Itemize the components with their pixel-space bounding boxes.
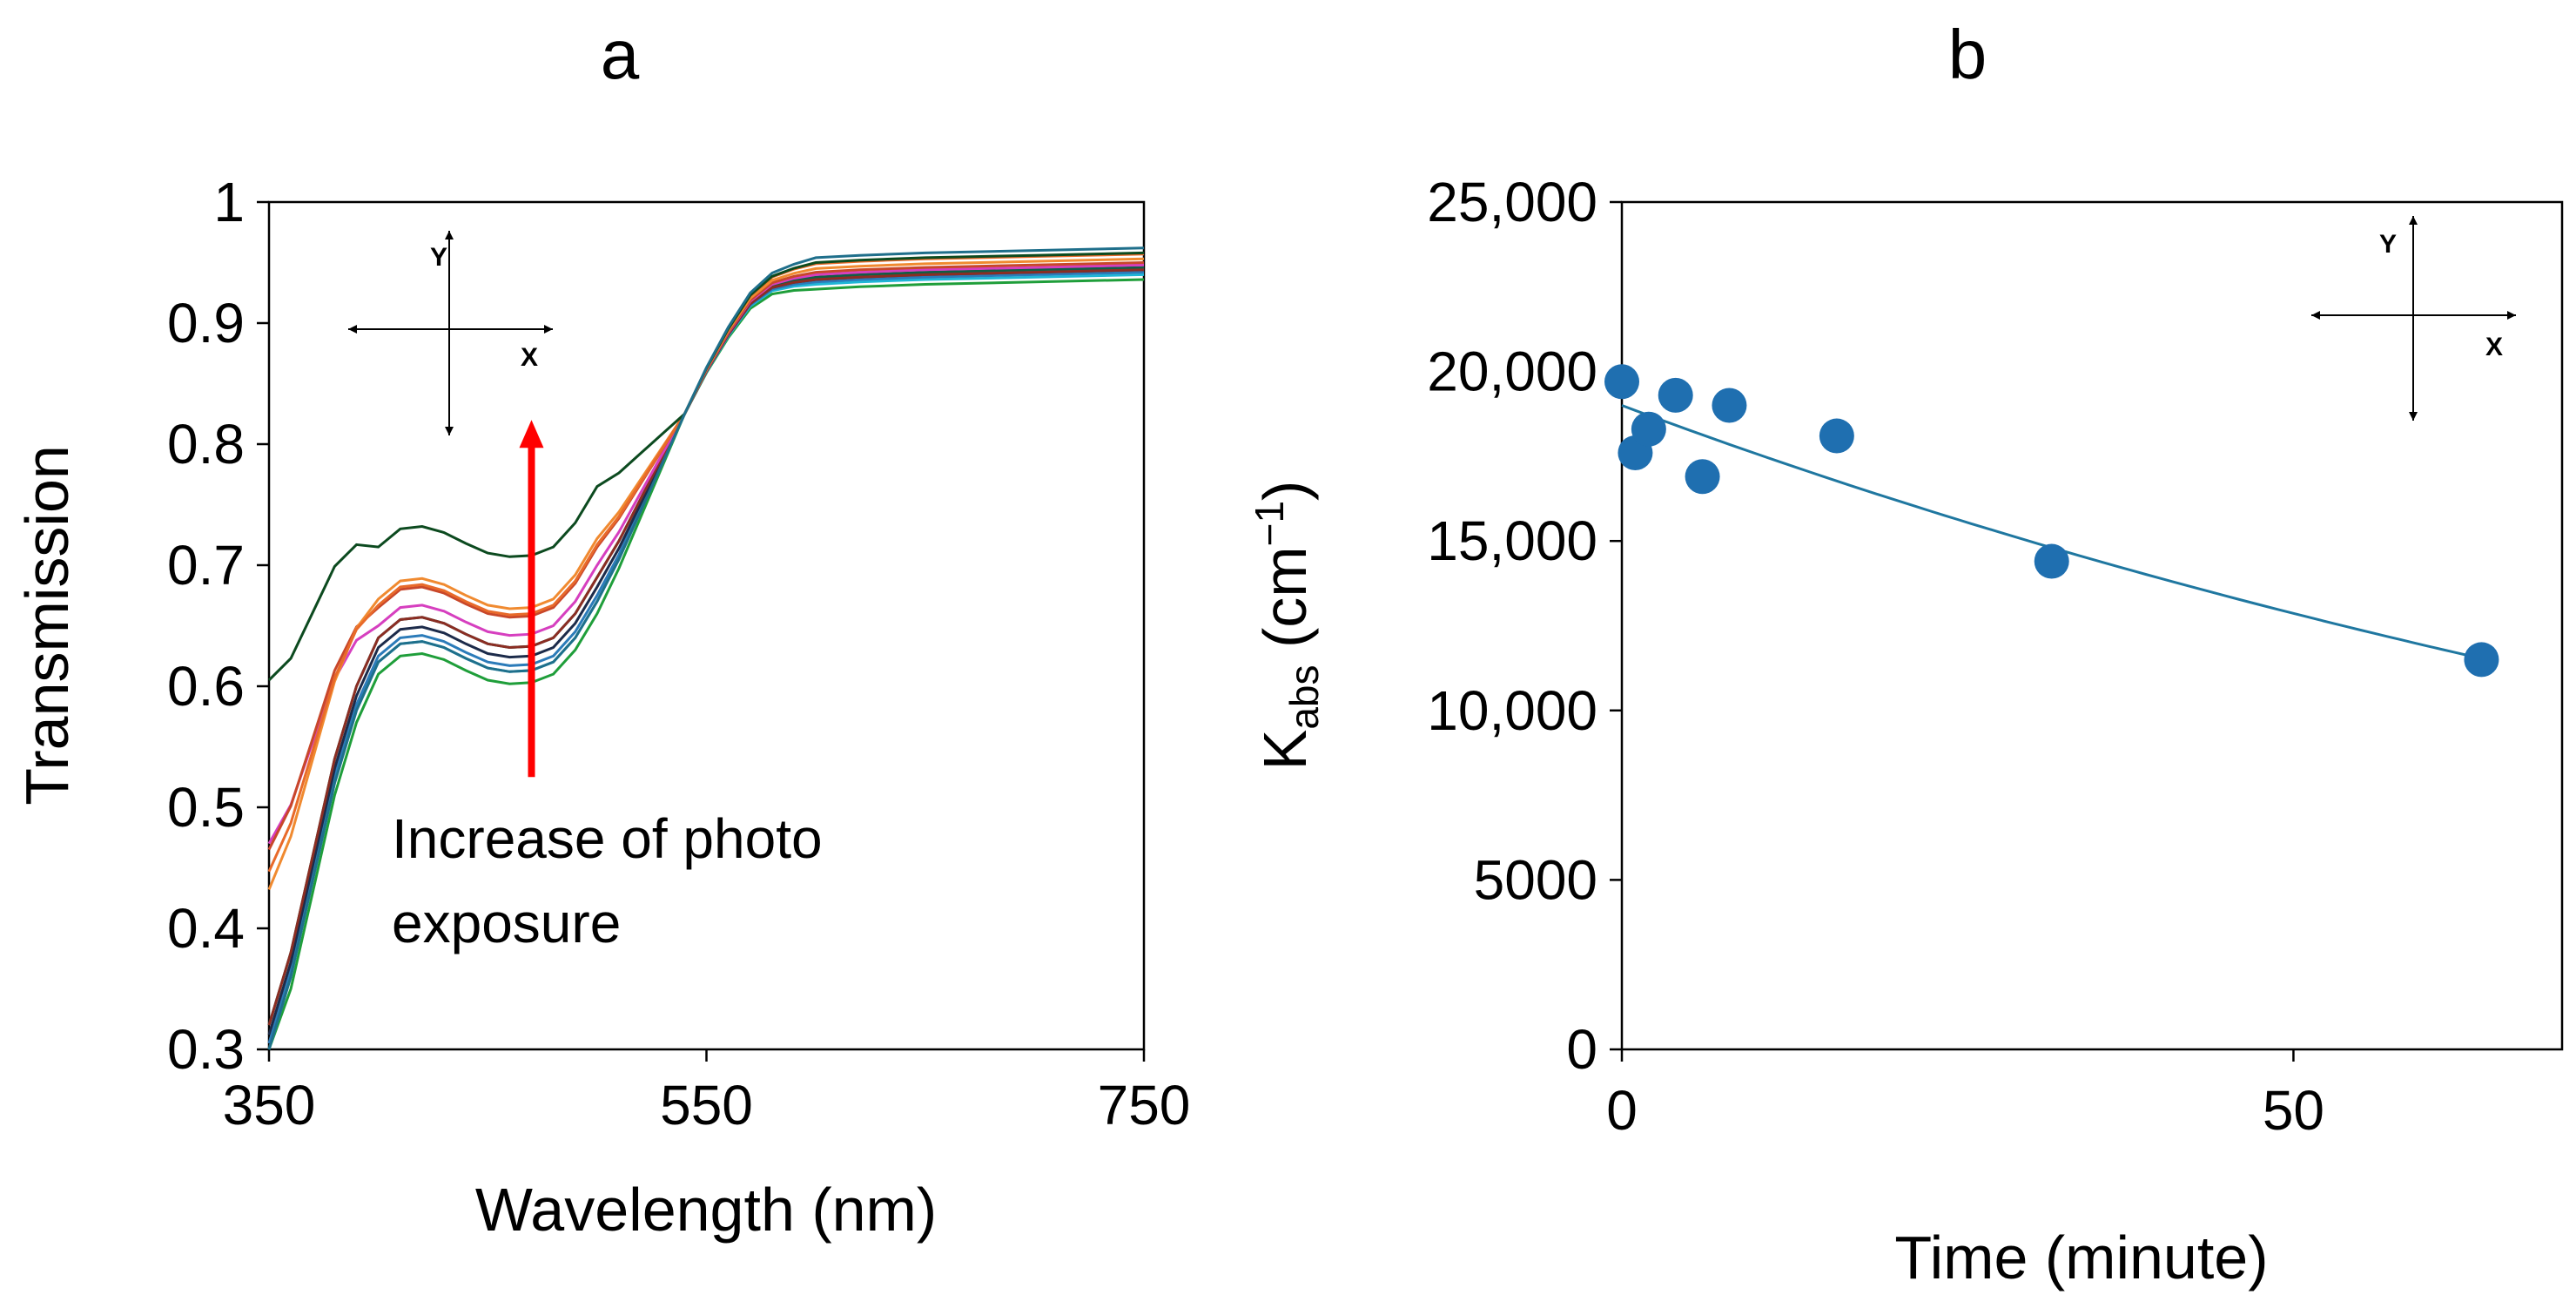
- spectrum-line: [267, 261, 1145, 851]
- photo-exposure-annotation: Increase of photo exposure: [392, 420, 823, 954]
- y-tick-label-b: 25,000: [1427, 171, 1597, 233]
- scatter-points: [1604, 364, 2499, 678]
- x-tick-label-b: 0: [1606, 1079, 1638, 1142]
- y-tick-label-b: 5000: [1474, 848, 1597, 911]
- inset-x-label-b: X: [2485, 333, 2503, 361]
- x-tick-label-b: 50: [2263, 1079, 2324, 1142]
- y-title-close: ): [1251, 481, 1319, 501]
- axis-orientation-inset-a: Y X: [348, 231, 553, 435]
- data-point: [2464, 642, 2499, 678]
- data-point: [1712, 388, 1747, 423]
- y-tick-label-b: 15,000: [1427, 509, 1597, 572]
- inset-x-label-a: X: [521, 343, 538, 372]
- x-tick-label-a: 350: [223, 1074, 316, 1136]
- y-tick-label-a: 1: [213, 171, 245, 233]
- y-tick-label-a: 0.6: [167, 655, 245, 718]
- inset-y-label-a: Y: [430, 243, 447, 272]
- inset-y-label-b: Y: [2379, 230, 2397, 259]
- axis-ticks-b: 0 5000 10,000 15,000 20,000 25,000 0 50: [1427, 171, 2324, 1142]
- y-title-subscript: abs: [1281, 664, 1327, 729]
- x-tick-label-a: 750: [1098, 1074, 1191, 1136]
- spectrum-line: [267, 271, 1145, 1044]
- y-tick-label-b: 0: [1566, 1018, 1597, 1081]
- kabs-chart: 0 5000 10,000 15,000 20,000 25,000 0 50 Y X Tim…: [1247, 171, 2564, 1291]
- spectrum-line: [267, 251, 1145, 682]
- y-axis-title-b: Kabs (cm−1): [1247, 481, 1327, 771]
- transmission-chart: 0.3 0.4 0.5 0.6 0.7 0.8 0.9 1 350 550 750 Y X Incr…: [13, 171, 1190, 1244]
- spectrum-line: [267, 257, 1145, 891]
- spectrum-line: [267, 268, 1145, 1026]
- y-title-unit: (cm: [1251, 546, 1319, 664]
- y-axis-title-a: Transmission: [13, 445, 81, 806]
- data-point: [1685, 459, 1720, 495]
- spectra-lines: [267, 246, 1145, 1050]
- y-tick-label-a: 0.9: [167, 292, 245, 354]
- data-point: [1658, 377, 1693, 413]
- data-point: [1604, 364, 1639, 400]
- y-tick-label-a: 0.8: [167, 413, 245, 475]
- spectrum-line: [267, 253, 1145, 873]
- y-title-main: K: [1251, 730, 1319, 771]
- panel-label-b: b: [1948, 16, 1987, 93]
- annotation-line-2: exposure: [392, 892, 621, 954]
- spectrum-line: [267, 263, 1145, 845]
- y-tick-label-b: 10,000: [1427, 679, 1597, 742]
- spectrum-line: [267, 278, 1145, 1050]
- panel-label-a: a: [601, 16, 640, 93]
- exponential-trendline: [1621, 404, 2482, 660]
- axis-ticks-a: 0.3 0.4 0.5 0.6 0.7 0.8 0.9 1 350 550 750: [167, 171, 1190, 1136]
- plot-frame-b: [1620, 200, 2564, 1051]
- x-tick-label-a: 550: [660, 1074, 753, 1136]
- data-point: [2034, 543, 2069, 579]
- axis-orientation-inset-b: Y X: [2311, 216, 2516, 421]
- y-title-superscript: −1: [1247, 501, 1292, 546]
- exposure-arrow-head: [519, 420, 544, 448]
- y-tick-label-a: 0.5: [167, 776, 245, 839]
- data-point: [1631, 411, 1666, 447]
- data-point: [1819, 418, 1854, 454]
- y-tick-label-a: 0.4: [167, 897, 245, 960]
- spectrum-line: [267, 246, 1145, 1050]
- annotation-line-1: Increase of photo: [392, 807, 823, 870]
- y-tick-label-b: 20,000: [1427, 341, 1597, 403]
- y-tick-label-a: 0.7: [167, 534, 245, 597]
- x-axis-title-b: Time (minute): [1894, 1224, 2268, 1291]
- y-tick-label-a: 0.3: [167, 1018, 245, 1081]
- x-axis-title-a: Wavelength (nm): [475, 1176, 937, 1244]
